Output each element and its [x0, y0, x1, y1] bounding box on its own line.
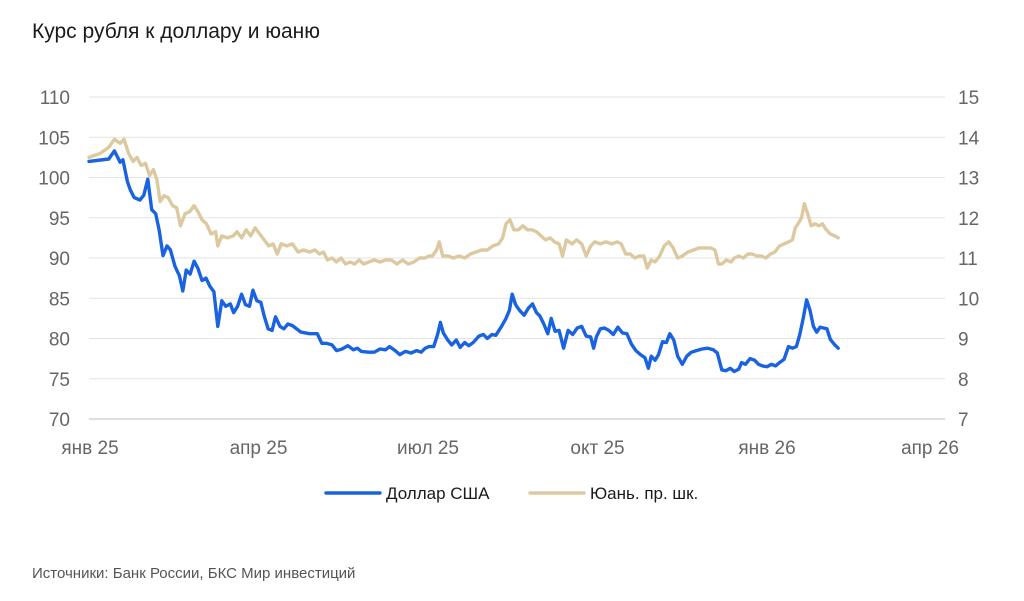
legend: Доллар США Юань. пр. шк. [324, 484, 698, 503]
left-y-axis: 70 75 80 85 90 95 100 105 110 [38, 88, 70, 431]
left-y-tick-label: 90 [49, 249, 70, 270]
x-tick-label: окт 25 [570, 438, 624, 459]
left-y-tick-label: 110 [40, 88, 70, 109]
series-line-yuan [87, 137, 840, 270]
left-y-tick-label: 100 [38, 169, 70, 190]
right-y-tick-label: 12 [958, 209, 979, 230]
legend-label: Юань. пр. шк. [590, 484, 698, 503]
left-y-tick-label: 85 [49, 289, 70, 310]
left-y-tick-label: 105 [38, 128, 70, 149]
source-note: Источники: Банк России, БКС Мир инвестиц… [32, 565, 356, 582]
x-tick-label: янв 26 [738, 438, 795, 459]
x-tick-label: апр 25 [230, 438, 288, 459]
chart-title: Курс рубля к доллару и юаню [32, 20, 321, 43]
x-axis: янв 25 апр 25 июл 25 окт 25 янв 26 апр 26 [61, 438, 959, 459]
x-tick-label: апр 26 [901, 438, 959, 459]
series-lines [87, 137, 840, 374]
series-line-usd [87, 149, 840, 374]
x-tick-label: янв 25 [61, 438, 118, 459]
right-y-tick-label: 11 [958, 249, 978, 270]
right-y-tick-label: 14 [958, 128, 980, 149]
right-y-tick-label: 7 [958, 410, 969, 431]
left-y-tick-label: 80 [49, 330, 70, 351]
right-y-tick-label: 9 [958, 330, 969, 351]
gridlines [89, 96, 945, 420]
x-tick-label: июл 25 [397, 438, 459, 459]
left-y-tick-label: 75 [49, 370, 70, 391]
right-y-tick-label: 10 [958, 289, 979, 310]
right-y-axis: 7 8 9 10 11 12 13 14 15 [958, 88, 980, 431]
right-y-tick-label: 8 [958, 370, 969, 391]
right-y-tick-label: 13 [958, 169, 979, 190]
left-y-tick-label: 95 [49, 209, 70, 230]
left-y-tick-label: 70 [49, 410, 70, 431]
right-y-tick-label: 15 [958, 88, 979, 109]
legend-label: Доллар США [386, 484, 490, 503]
